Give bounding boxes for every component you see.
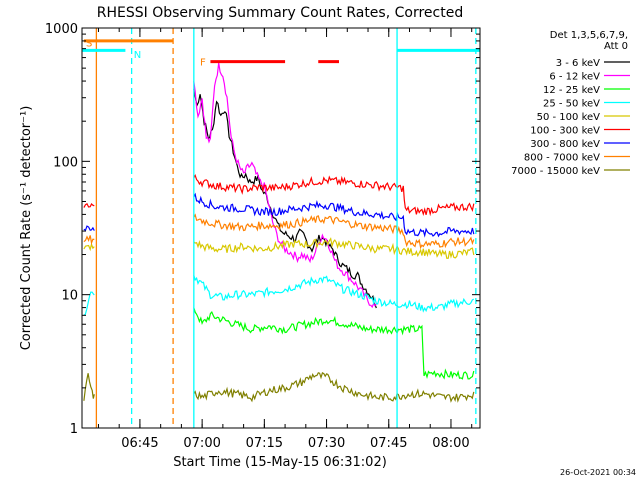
x-tick-label-3: 07:15 xyxy=(246,436,283,451)
chart-title: RHESSI Observing Summary Count Rates, Co… xyxy=(97,5,463,21)
series-line-5 xyxy=(83,237,475,259)
y-axis-label: Corrected Count Rate (s⁻¹ detector⁻¹) xyxy=(19,106,34,351)
series-line-9 xyxy=(83,372,475,403)
legend-label-1: 3 - 6 keV xyxy=(556,58,600,69)
legend: Det 1,3,5,6,7,9,Att 0 3 - 6 keV 6 - 12 keV… xyxy=(511,30,630,177)
x-tick-label-1: 06:45 xyxy=(121,436,158,451)
y-tick-label-1: 1 xyxy=(70,422,78,437)
legend-label-4: 25 - 50 keV xyxy=(543,99,600,110)
x-tick-label-5: 07:45 xyxy=(370,436,407,451)
x-tick-label-4: 07:30 xyxy=(308,436,345,451)
y-tick-label-4: 1000 xyxy=(45,22,78,37)
footer-timestamp: 26-Oct-2021 00:34 xyxy=(560,468,636,477)
series-line-1 xyxy=(193,88,377,309)
x-axis-label: Start Time (15-May-15 06:31:02) xyxy=(173,455,387,470)
legend-header-1: Det 1,3,5,6,7,9, xyxy=(550,30,628,41)
legend-label-5: 50 - 100 keV xyxy=(537,112,601,123)
series-line-2 xyxy=(193,62,377,309)
legend-label-8: 800 - 7000 keV xyxy=(524,153,600,164)
series-line-3 xyxy=(193,307,475,380)
plot-frame xyxy=(81,27,481,429)
plot-area: S N F xyxy=(82,28,480,428)
y-tick-label-2: 10 xyxy=(61,289,78,304)
x-tick-label-2: 07:00 xyxy=(183,436,220,451)
axes: 1 10 100 1000 06:45 07:00 07:15 07:30 07:45 08:00 xyxy=(45,22,481,451)
flag-label-3: F xyxy=(200,58,206,69)
flag-label-1: S xyxy=(86,38,92,49)
series-line-8 xyxy=(83,213,475,250)
legend-label-7: 300 - 800 keV xyxy=(530,139,600,150)
series-line-4 xyxy=(83,275,475,316)
series-line-6 xyxy=(83,174,475,217)
flag-label-2: N xyxy=(134,50,141,61)
legend-label-3: 12 - 25 keV xyxy=(543,85,600,96)
legend-label-9: 7000 - 15000 keV xyxy=(511,166,600,177)
legend-label-2: 6 - 12 keV xyxy=(549,72,600,83)
series-line-7 xyxy=(83,192,475,238)
y-tick-label-3: 100 xyxy=(53,155,78,170)
legend-header-2: Att 0 xyxy=(604,41,628,52)
legend-label-6: 100 - 300 keV xyxy=(530,126,600,137)
x-tick-label-6: 08:00 xyxy=(432,436,469,451)
